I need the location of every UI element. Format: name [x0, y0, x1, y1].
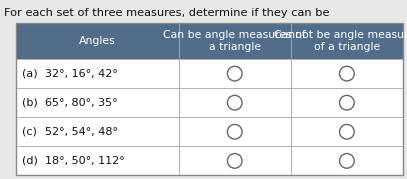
Bar [16, 23, 179, 59]
Bar [16, 59, 179, 88]
Text: (b): (b) [22, 98, 38, 108]
Bar [179, 117, 291, 146]
Text: 65°, 80°, 35°: 65°, 80°, 35° [45, 98, 117, 108]
Bar [16, 146, 179, 175]
Text: (d): (d) [22, 156, 38, 166]
Text: Angles: Angles [79, 36, 116, 46]
Bar [291, 23, 403, 59]
Bar [291, 146, 403, 175]
Text: Can be angle measures of
a triangle: Can be angle measures of a triangle [163, 30, 306, 52]
Bar [16, 88, 179, 117]
Text: For each set of three measures, determine if they can be: For each set of three measures, determin… [4, 8, 333, 18]
Bar [16, 23, 403, 175]
Bar [291, 59, 403, 88]
Text: (a): (a) [22, 69, 38, 79]
Bar [179, 146, 291, 175]
Bar [179, 59, 291, 88]
Text: 18°, 50°, 112°: 18°, 50°, 112° [45, 156, 125, 166]
Text: 32°, 16°, 42°: 32°, 16°, 42° [45, 69, 118, 79]
Bar [291, 117, 403, 146]
Bar [291, 88, 403, 117]
Text: 52°, 54°, 48°: 52°, 54°, 48° [45, 127, 118, 137]
Text: (c): (c) [22, 127, 37, 137]
Bar [16, 117, 179, 146]
Bar [179, 23, 291, 59]
Text: Cannot be angle measures
of a triangle: Cannot be angle measures of a triangle [274, 30, 407, 52]
Bar [179, 88, 291, 117]
